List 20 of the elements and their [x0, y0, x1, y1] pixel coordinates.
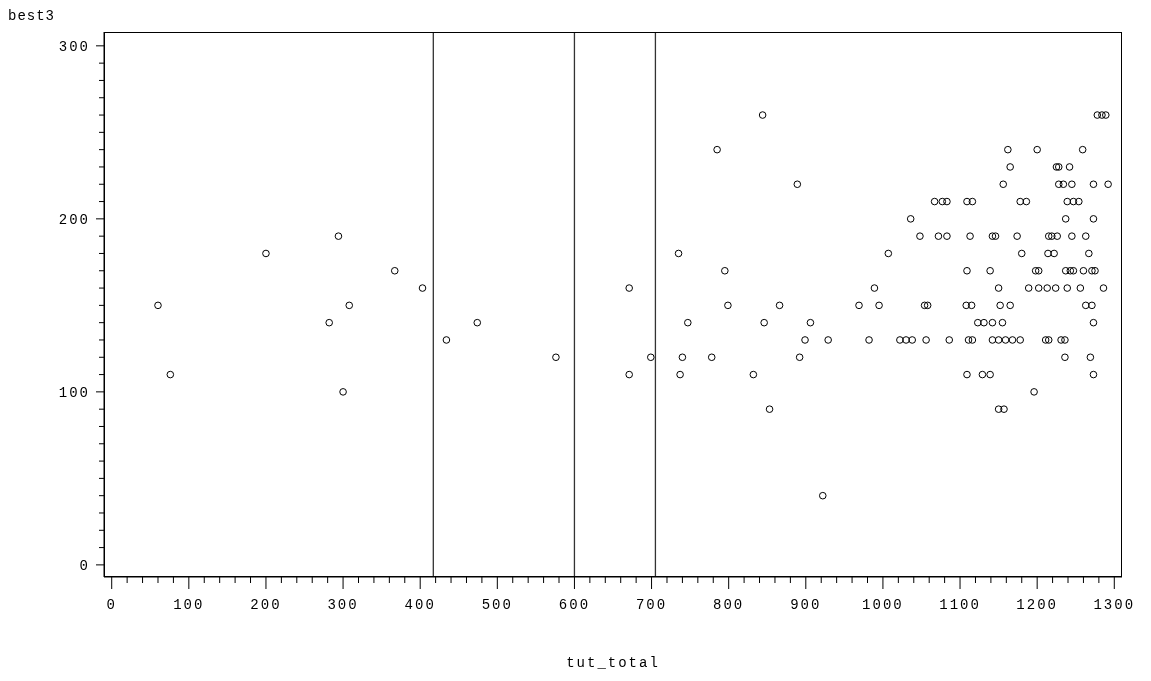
x-tick-label: 0: [106, 597, 117, 613]
x-tick-label: 1100: [939, 597, 981, 613]
x-tick-label: 300: [327, 597, 359, 613]
x-tick-label: 900: [790, 597, 822, 613]
x-axis-title: tut_total: [566, 655, 660, 671]
x-tick-label: 100: [173, 597, 205, 613]
y-axis-title: best3: [8, 8, 56, 24]
x-tick-label: 1000: [862, 597, 904, 613]
x-tick-label: 700: [635, 597, 668, 613]
x-tick-label: 1200: [1016, 597, 1058, 613]
x-tick-label: 500: [481, 597, 513, 613]
y-tick-label: 300: [58, 38, 90, 55]
x-tick-label: 600: [558, 597, 591, 613]
x-tick-label: 200: [250, 597, 282, 613]
x-tick-label: 800: [713, 597, 745, 613]
y-tick-label: 0: [79, 557, 90, 574]
x-tick-label: 400: [404, 597, 436, 613]
x-tick-label: 1300: [1093, 597, 1136, 613]
y-tick-label: 200: [58, 211, 90, 228]
y-tick-label: 100: [58, 384, 90, 401]
